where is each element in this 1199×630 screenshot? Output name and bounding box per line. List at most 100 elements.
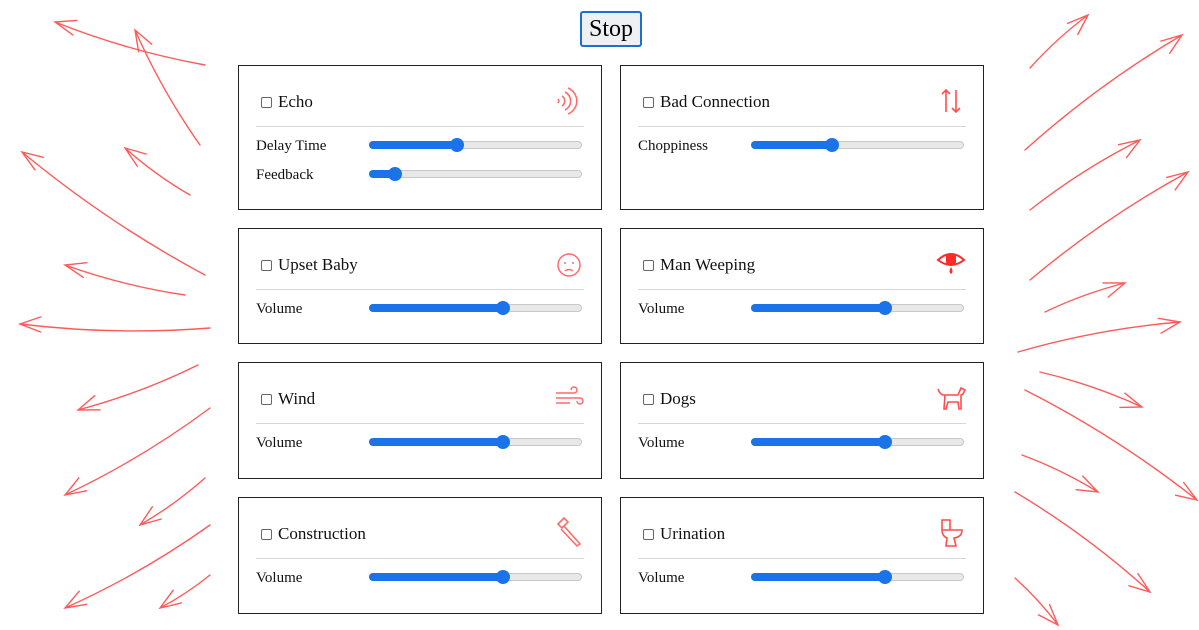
volume-slider[interactable] bbox=[369, 435, 582, 449]
arrow-icon bbox=[1029, 13, 1090, 69]
slider-thumb[interactable] bbox=[449, 138, 464, 152]
control-row: Volume bbox=[638, 299, 968, 319]
arrow-icon bbox=[20, 150, 206, 276]
enable-checkbox[interactable] bbox=[261, 260, 272, 271]
effect-card-dogs: Dogs Volume bbox=[620, 362, 984, 479]
slider-fill bbox=[369, 438, 502, 446]
card-header: Wind bbox=[256, 363, 584, 424]
effect-card-construction: Construction Volume bbox=[238, 497, 602, 614]
slider-thumb[interactable] bbox=[877, 435, 892, 449]
effect-card-bad-connection: Bad Connection Choppiness bbox=[620, 65, 984, 210]
control-label: Volume bbox=[256, 435, 303, 451]
effect-title: Echo bbox=[278, 92, 313, 111]
enable-checkbox[interactable] bbox=[643, 260, 654, 271]
card-header: Echo bbox=[256, 66, 584, 127]
slider-thumb[interactable] bbox=[388, 167, 403, 181]
enable-checkbox[interactable] bbox=[261, 394, 272, 405]
volume-slider[interactable] bbox=[751, 435, 964, 449]
enable-checkbox[interactable] bbox=[643, 97, 654, 108]
control-row: Volume bbox=[256, 299, 586, 319]
control-row: Volume bbox=[256, 568, 586, 588]
dog-icon bbox=[936, 381, 967, 415]
effect-title: Man Weeping bbox=[660, 255, 756, 274]
effect-card-upset-baby: Upset Baby Volume bbox=[238, 228, 602, 344]
arrow-icon bbox=[1021, 454, 1100, 493]
card-header: Bad Connection bbox=[638, 66, 966, 127]
slider-fill bbox=[369, 304, 502, 312]
arrow-icon bbox=[1039, 371, 1144, 409]
effect-card-echo: Echo Delay Time Feedback bbox=[238, 65, 602, 210]
arrow-icon bbox=[1014, 577, 1060, 627]
enable-checkbox[interactable] bbox=[261, 97, 272, 108]
arrow-icon bbox=[1024, 33, 1184, 151]
effect-title: Wind bbox=[278, 389, 316, 408]
control-label: Volume bbox=[638, 435, 685, 451]
control-row: Volume bbox=[638, 433, 968, 453]
wind-icon bbox=[554, 381, 584, 415]
volume-slider[interactable] bbox=[751, 301, 964, 315]
control-label: Volume bbox=[256, 570, 303, 586]
baby-face-icon bbox=[554, 247, 584, 281]
feedback-slider[interactable] bbox=[369, 167, 582, 181]
control-row: Delay Time bbox=[256, 136, 586, 156]
slider-thumb[interactable] bbox=[495, 301, 510, 315]
arrow-icon bbox=[63, 407, 211, 497]
arrow-icon bbox=[17, 316, 211, 333]
arrow-icon bbox=[123, 146, 191, 196]
toilet-icon bbox=[936, 516, 966, 550]
control-label: Volume bbox=[638, 301, 685, 317]
arrow-icon bbox=[1044, 282, 1127, 313]
slider-thumb[interactable] bbox=[877, 301, 892, 315]
control-label: Choppiness bbox=[638, 138, 709, 154]
slider-fill bbox=[369, 170, 395, 178]
effect-title: Construction bbox=[278, 524, 366, 543]
card-header: Upset Baby bbox=[256, 229, 584, 290]
slider-fill bbox=[369, 573, 502, 581]
enable-checkbox[interactable] bbox=[643, 529, 654, 540]
slider-fill bbox=[369, 141, 456, 149]
effect-title: Upset Baby bbox=[278, 255, 358, 274]
effect-title: Dogs bbox=[660, 389, 696, 408]
control-row: Volume bbox=[256, 433, 586, 453]
volume-slider[interactable] bbox=[369, 301, 582, 315]
arrow-icon bbox=[76, 364, 199, 411]
slider-fill bbox=[751, 304, 884, 312]
slider-thumb[interactable] bbox=[495, 570, 510, 584]
control-label: Volume bbox=[638, 570, 685, 586]
card-header: Man Weeping bbox=[638, 229, 966, 290]
up-down-arrows-icon bbox=[936, 84, 966, 118]
echo-waves-icon bbox=[554, 84, 584, 118]
control-label: Volume bbox=[256, 301, 303, 317]
slider-thumb[interactable] bbox=[825, 138, 840, 152]
volume-slider[interactable] bbox=[369, 570, 582, 584]
card-header: Urination bbox=[638, 498, 966, 559]
effect-title: Urination bbox=[660, 524, 726, 543]
control-label: Feedback bbox=[256, 167, 314, 183]
control-row: Feedback bbox=[256, 165, 586, 185]
effect-card-wind: Wind Volume bbox=[238, 362, 602, 479]
enable-checkbox[interactable] bbox=[261, 529, 272, 540]
effect-card-urination: Urination Volume bbox=[620, 497, 984, 614]
delay-time-slider[interactable] bbox=[369, 138, 582, 152]
arrow-icon bbox=[1017, 317, 1183, 353]
arrow-icon bbox=[63, 261, 186, 296]
arrow-icon bbox=[53, 19, 206, 66]
control-row: Choppiness bbox=[638, 136, 968, 156]
enable-checkbox[interactable] bbox=[643, 394, 654, 405]
slider-thumb[interactable] bbox=[877, 570, 892, 584]
arrow-icon bbox=[1029, 170, 1190, 281]
weeping-eye-icon bbox=[936, 247, 966, 281]
arrow-icon bbox=[1014, 491, 1152, 594]
card-header: Construction bbox=[256, 498, 584, 559]
control-row: Volume bbox=[638, 568, 968, 588]
control-label: Delay Time bbox=[256, 138, 327, 154]
hammer-icon bbox=[554, 516, 584, 550]
stop-button[interactable]: Stop bbox=[580, 11, 642, 47]
slider-thumb[interactable] bbox=[495, 435, 510, 449]
slider-fill bbox=[751, 141, 832, 149]
volume-slider[interactable] bbox=[751, 570, 964, 584]
choppiness-slider[interactable] bbox=[751, 138, 964, 152]
arrow-icon bbox=[133, 28, 201, 146]
arrow-icon bbox=[158, 574, 211, 610]
arrow-icon bbox=[1029, 138, 1142, 211]
